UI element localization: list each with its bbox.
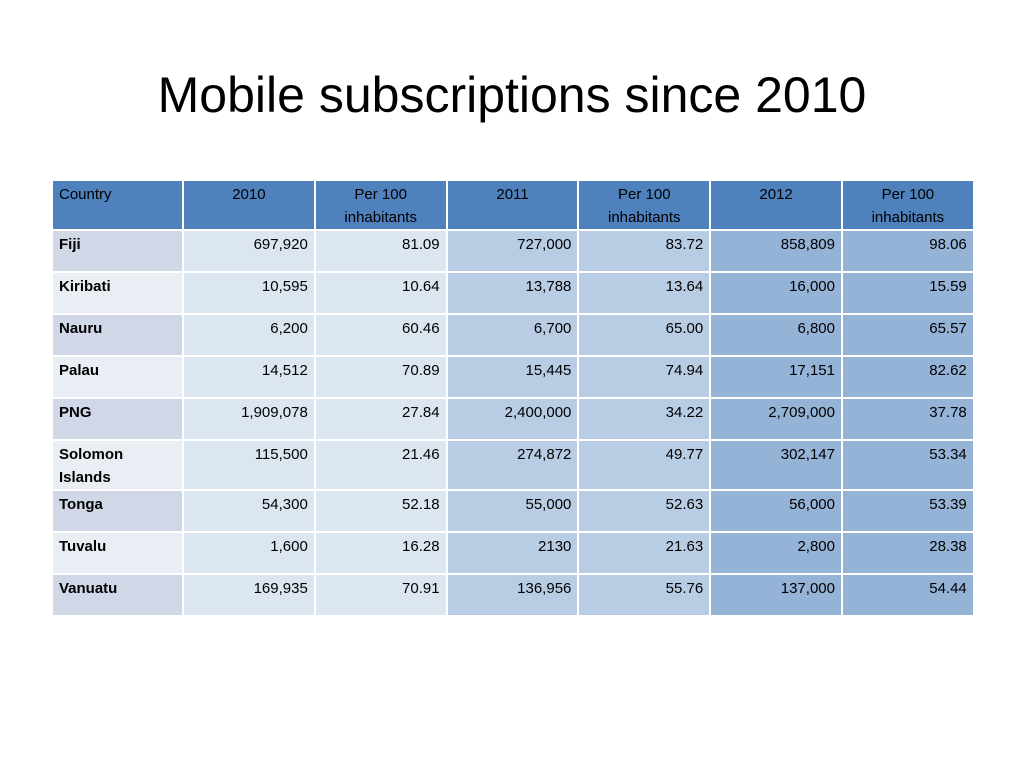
table-row: Vanuatu 169,935 70.91 136,956 55.76 137,000 54… [52, 574, 974, 616]
value-cell: 37.78 [842, 398, 974, 440]
value-cell: 98.06 [842, 230, 974, 272]
value-cell: 6,700 [447, 314, 579, 356]
value-cell: 54.44 [842, 574, 974, 616]
value-cell: 16.28 [315, 532, 447, 574]
value-cell: 274,872 [447, 440, 579, 490]
value-cell: 54,300 [183, 490, 315, 532]
table-row: Tonga 54,300 52.18 55,000 52.63 56,000 53.39 [52, 490, 974, 532]
country-cell: Tuvalu [52, 532, 183, 574]
value-cell: 169,935 [183, 574, 315, 616]
value-cell: 6,200 [183, 314, 315, 356]
value-cell: 2,400,000 [447, 398, 579, 440]
value-cell: 74.94 [578, 356, 710, 398]
table-header: Country 2010 Per 100 inhabitants 2011 Pe… [52, 180, 974, 230]
header-cell-2011: 2011 [447, 180, 579, 230]
value-cell: 302,147 [710, 440, 842, 490]
header-cell-per100-2011: Per 100 inhabitants [578, 180, 710, 230]
table-row: PNG 1,909,078 27.84 2,400,000 34.22 2,709,000… [52, 398, 974, 440]
table-row: Kiribati 10,595 10.64 13,788 13.64 16,000 15.5… [52, 272, 974, 314]
country-cell: Palau [52, 356, 183, 398]
value-cell: 13.64 [578, 272, 710, 314]
table-row: Nauru 6,200 60.46 6,700 65.00 6,800 65.57 [52, 314, 974, 356]
value-cell: 17,151 [710, 356, 842, 398]
header-row: Country 2010 Per 100 inhabitants 2011 Pe… [52, 180, 974, 230]
value-cell: 27.84 [315, 398, 447, 440]
country-cell: Fiji [52, 230, 183, 272]
value-cell: 13,788 [447, 272, 579, 314]
country-cell: Tonga [52, 490, 183, 532]
value-cell: 81.09 [315, 230, 447, 272]
value-cell: 56,000 [710, 490, 842, 532]
value-cell: 15.59 [842, 272, 974, 314]
value-cell: 727,000 [447, 230, 579, 272]
value-cell: 83.72 [578, 230, 710, 272]
value-cell: 10,595 [183, 272, 315, 314]
value-cell: 60.46 [315, 314, 447, 356]
value-cell: 697,920 [183, 230, 315, 272]
country-cell: Vanuatu [52, 574, 183, 616]
value-cell: 2130 [447, 532, 579, 574]
value-cell: 52.18 [315, 490, 447, 532]
country-cell: PNG [52, 398, 183, 440]
value-cell: 52.63 [578, 490, 710, 532]
slide-title: Mobile subscriptions since 2010 [0, 62, 1024, 128]
value-cell: 21.46 [315, 440, 447, 490]
header-cell-per100-2010: Per 100 inhabitants [315, 180, 447, 230]
country-cell: Kiribati [52, 272, 183, 314]
subscriptions-table: Country 2010 Per 100 inhabitants 2011 Pe… [51, 179, 975, 617]
value-cell: 15,445 [447, 356, 579, 398]
header-cell-2010: 2010 [183, 180, 315, 230]
country-cell: Nauru [52, 314, 183, 356]
value-cell: 10.64 [315, 272, 447, 314]
value-cell: 34.22 [578, 398, 710, 440]
table-row: Fiji 697,920 81.09 727,000 83.72 858,809 98.06 [52, 230, 974, 272]
value-cell: 1,909,078 [183, 398, 315, 440]
value-cell: 53.34 [842, 440, 974, 490]
value-cell: 137,000 [710, 574, 842, 616]
value-cell: 16,000 [710, 272, 842, 314]
value-cell: 115,500 [183, 440, 315, 490]
value-cell: 2,800 [710, 532, 842, 574]
value-cell: 82.62 [842, 356, 974, 398]
value-cell: 14,512 [183, 356, 315, 398]
value-cell: 6,800 [710, 314, 842, 356]
header-cell-per100-2012: Per 100 inhabitants [842, 180, 974, 230]
value-cell: 55.76 [578, 574, 710, 616]
value-cell: 70.91 [315, 574, 447, 616]
value-cell: 65.57 [842, 314, 974, 356]
country-cell: Solomon Islands [52, 440, 183, 490]
value-cell: 136,956 [447, 574, 579, 616]
value-cell: 49.77 [578, 440, 710, 490]
value-cell: 70.89 [315, 356, 447, 398]
table-row: Solomon Islands 115,500 21.46 274,872 49.77 3… [52, 440, 974, 490]
value-cell: 2,709,000 [710, 398, 842, 440]
value-cell: 55,000 [447, 490, 579, 532]
header-cell-2012: 2012 [710, 180, 842, 230]
table-row: Tuvalu 1,600 16.28 2130 21.63 2,800 28.38 [52, 532, 974, 574]
header-cell-country: Country [52, 180, 183, 230]
table-row: Palau 14,512 70.89 15,445 74.94 17,151 82.62 [52, 356, 974, 398]
value-cell: 28.38 [842, 532, 974, 574]
value-cell: 858,809 [710, 230, 842, 272]
value-cell: 1,600 [183, 532, 315, 574]
value-cell: 65.00 [578, 314, 710, 356]
value-cell: 21.63 [578, 532, 710, 574]
table-body: Fiji 697,920 81.09 727,000 83.72 858,809 98.06… [52, 230, 974, 616]
value-cell: 53.39 [842, 490, 974, 532]
